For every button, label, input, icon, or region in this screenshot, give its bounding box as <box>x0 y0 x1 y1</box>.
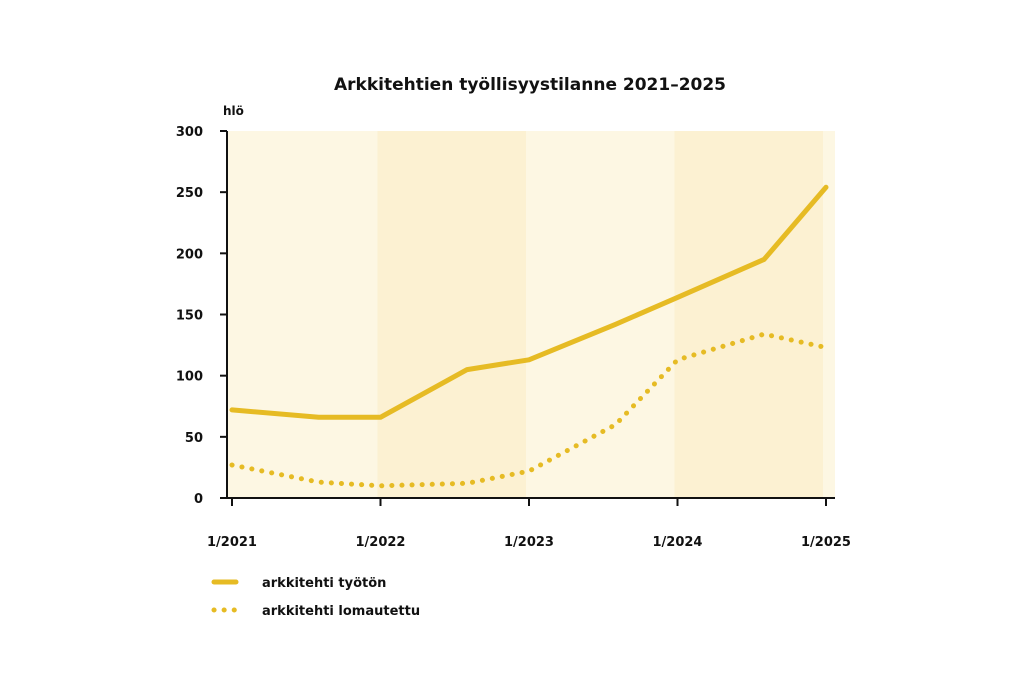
y-tick-label: 200 <box>176 247 203 262</box>
year-band <box>674 131 823 498</box>
y-tick-label: 250 <box>176 186 203 201</box>
y-tick-label: 300 <box>176 125 203 140</box>
year-band <box>377 131 526 498</box>
year-band <box>823 131 835 498</box>
y-axis-unit-label: hlö <box>223 104 244 118</box>
year-band <box>227 131 378 498</box>
series-line-tyoton <box>229 184 829 420</box>
year-band <box>526 131 675 498</box>
year-bands <box>227 131 835 498</box>
y-axis-ticks: 0 50 100 150 200 250 300 <box>176 125 227 507</box>
x-tick-label: 1/2024 <box>653 535 703 550</box>
y-tick-label: 0 <box>194 492 203 507</box>
x-tick-label: 1/2021 <box>207 535 257 550</box>
y-tick-label: 100 <box>176 370 203 385</box>
series-lines <box>229 184 829 489</box>
legend-label: arkkitehti työtön <box>262 576 386 591</box>
y-tick-label: 50 <box>185 431 203 446</box>
legend-label: arkkitehti lomautettu <box>262 604 420 619</box>
legend: arkkitehti työtön arkkitehti lomautettu <box>211 576 420 619</box>
x-tick-label: 1/2023 <box>504 535 554 550</box>
x-tick-label: 1/2025 <box>801 535 851 550</box>
chart-title: Arkkitehtien työllisyystilanne 2021–2025 <box>334 75 726 95</box>
series-line-lomautettu <box>229 331 829 489</box>
x-axis-ticks: 1/2021 1/2022 1/2023 1/2024 1/2025 <box>207 498 851 550</box>
y-tick-label: 150 <box>176 309 203 324</box>
x-tick-label: 1/2022 <box>356 535 406 550</box>
